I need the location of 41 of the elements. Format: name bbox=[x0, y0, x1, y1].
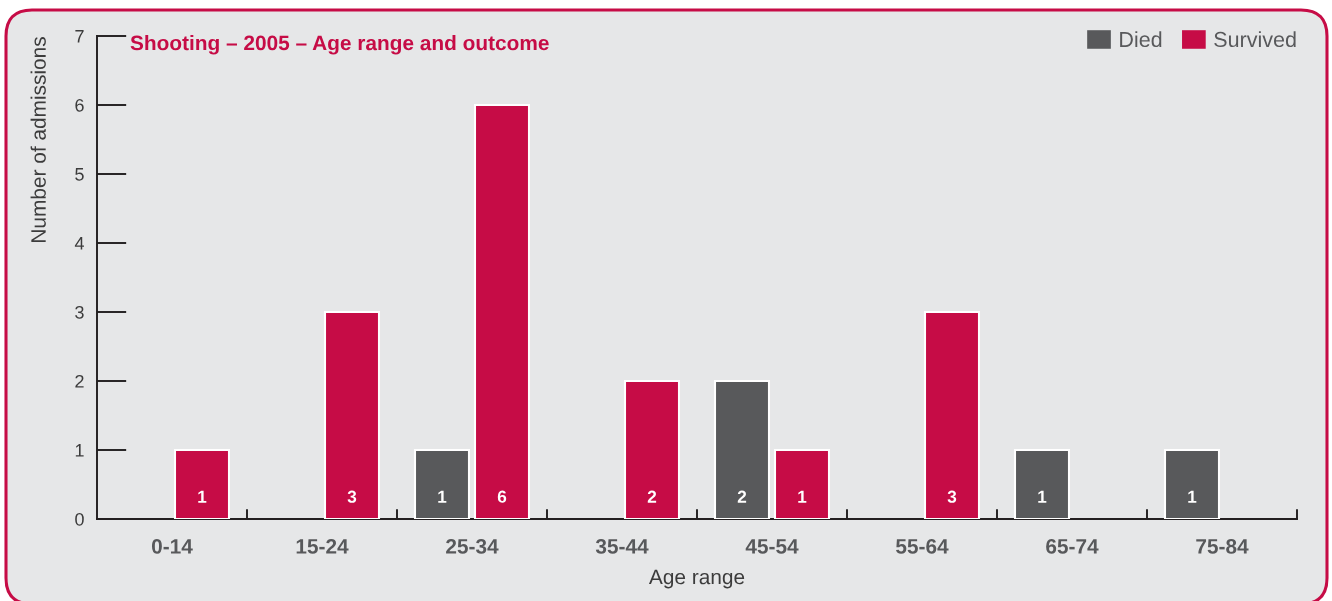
y-tick-label: 2 bbox=[75, 374, 84, 388]
data-label: 1 bbox=[1188, 490, 1197, 503]
data-label: 1 bbox=[798, 490, 807, 503]
data-label: 1 bbox=[198, 490, 207, 503]
x-tick-label: 75-84 bbox=[1196, 538, 1249, 554]
x-tick-label: 25-34 bbox=[446, 538, 499, 554]
bar bbox=[623, 379, 681, 519]
legend-label: Died bbox=[1120, 31, 1162, 48]
chart-title: Shooting – 2005 – Age range and outcome bbox=[130, 35, 549, 55]
bar bbox=[323, 310, 381, 519]
x-tick-label: 45-54 bbox=[745, 539, 799, 554]
bar bbox=[473, 103, 531, 519]
data-label: 2 bbox=[737, 490, 747, 503]
x-tick-label: 65-74 bbox=[1046, 538, 1099, 554]
bar bbox=[773, 448, 831, 519]
x-tick-label: 0-14 bbox=[151, 538, 193, 554]
bar bbox=[173, 448, 231, 519]
bar bbox=[713, 379, 771, 519]
data-label: 2 bbox=[647, 490, 657, 503]
y-axis-title: Number of admissions bbox=[30, 37, 46, 242]
y-tick-label: 0 bbox=[75, 512, 84, 526]
data-label: 3 bbox=[947, 490, 957, 503]
x-tick-label: 35-44 bbox=[595, 538, 649, 554]
bar bbox=[1013, 448, 1071, 519]
data-label: 1 bbox=[438, 490, 447, 503]
bar bbox=[1163, 448, 1221, 519]
data-label: 1 bbox=[1038, 490, 1047, 503]
legend-label: Survived bbox=[1214, 31, 1296, 48]
y-tick-label: 3 bbox=[75, 305, 84, 319]
data-label: 3 bbox=[347, 490, 357, 503]
y-tick-label: 1 bbox=[75, 444, 84, 457]
x-axis-title: Age range bbox=[648, 569, 745, 589]
y-tick-label: 5 bbox=[75, 168, 84, 181]
data-label: 6 bbox=[497, 490, 507, 503]
bar bbox=[413, 448, 471, 519]
y-tick-label: 6 bbox=[75, 98, 84, 112]
y-tick-label: 7 bbox=[75, 30, 84, 43]
x-tick-label: 55-64 bbox=[896, 538, 949, 554]
bar bbox=[923, 310, 981, 519]
x-tick-label: 15-24 bbox=[296, 538, 349, 554]
y-tick-label: 4 bbox=[74, 237, 84, 250]
